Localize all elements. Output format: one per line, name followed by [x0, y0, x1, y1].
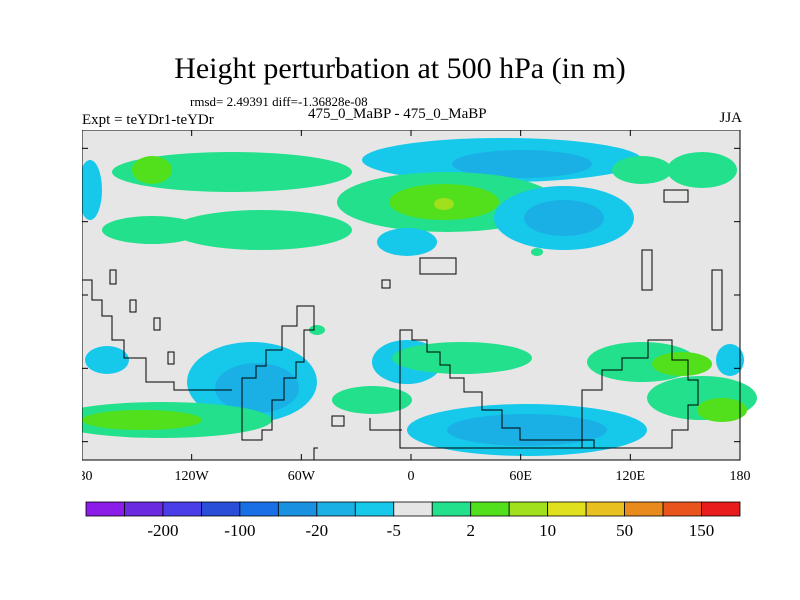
coastline [82, 189, 723, 460]
pos-blob-southern-atlantic [392, 342, 532, 374]
colorbar-label: 50 [616, 521, 633, 540]
colorbar-label: -5 [387, 521, 401, 540]
colorbar-label: 2 [466, 521, 475, 540]
colorbar-swatch [624, 501, 664, 517]
lon-tick-label: 60W [288, 469, 316, 484]
colorbar-swatch [393, 501, 433, 517]
pos-blob-south-indian-core [652, 352, 712, 376]
neg-blob-siberia-core [524, 200, 604, 236]
lon-tick-label: 180 [82, 469, 93, 484]
pos-blob-southern-east-core [697, 398, 747, 422]
pos-blob-tiny-2 [531, 248, 543, 256]
colorbar-label: 10 [539, 521, 556, 540]
stats-label: rmsd= 2.49391 diff=-1.36828e-08 [190, 94, 368, 109]
lon-tick-label: 120E [616, 469, 646, 484]
pos-blob-south-center [332, 386, 412, 414]
colorbar-swatch [124, 501, 164, 517]
colorbar: -200 -100 -20 -5 2 10 50 150 [85, 501, 741, 540]
pos-blob-east-pacific [667, 152, 737, 188]
neg-blob-arctic-core [452, 150, 592, 178]
pos-blob-north-pacific [112, 152, 352, 192]
lon-tick-label: 180 [730, 469, 751, 484]
colorbar-swatch [162, 501, 202, 517]
neg-blob-small-center [377, 228, 437, 256]
pos-blob-pacific-mid [102, 216, 202, 244]
lon-tick-label: 0 [408, 469, 415, 484]
pos-blob-small [132, 156, 172, 184]
period-label: 475_0_MaBP - 475_0_MaBP [308, 106, 487, 122]
colorbar-swatch [201, 501, 241, 517]
colorbar-swatch [662, 501, 702, 517]
colorbar-swatch [508, 501, 549, 517]
colorbar-swatch [701, 501, 741, 517]
neg-blob-southern-indian-core [447, 414, 607, 446]
colorbar-label: -20 [305, 521, 328, 540]
pos-blob-peak [434, 198, 454, 210]
colorbar-swatch [85, 501, 125, 517]
colorbar-swatch [585, 501, 625, 517]
lon-tick-label: 120W [175, 469, 210, 484]
season-label: JJA [719, 110, 742, 126]
pos-blob-atlantic-mid [172, 210, 352, 250]
colorbar-label: 150 [689, 521, 715, 540]
pos-blob-east [612, 156, 672, 184]
colorbar-swatch [316, 501, 356, 517]
colorbar-swatch [470, 501, 510, 517]
colorbar-swatch [547, 501, 587, 517]
pos-blob-tiny [309, 325, 325, 335]
neg-blob-west-south [85, 346, 129, 374]
neg-blob-south-america-core [215, 363, 299, 413]
colorbar-swatch [277, 501, 318, 517]
map-title: Height perturbation at 500 hPa (in m) [174, 52, 626, 85]
colorbar-swatch [239, 501, 279, 517]
experiment-label: Expt = teYDr1-teYDr [82, 112, 214, 128]
colorbar-label: -100 [224, 521, 255, 540]
neg-blob-edge-west [82, 160, 102, 220]
colorbar-swatch [431, 501, 472, 517]
pos-blob-southern-pacific-core [82, 410, 202, 430]
lon-tick-label: 60E [509, 469, 532, 484]
colorbar-label: -200 [147, 521, 178, 540]
map-chart: 180120W60W060E120E180 80N40N040S80S -200… [82, 130, 757, 540]
colorbar-swatch [354, 501, 395, 517]
